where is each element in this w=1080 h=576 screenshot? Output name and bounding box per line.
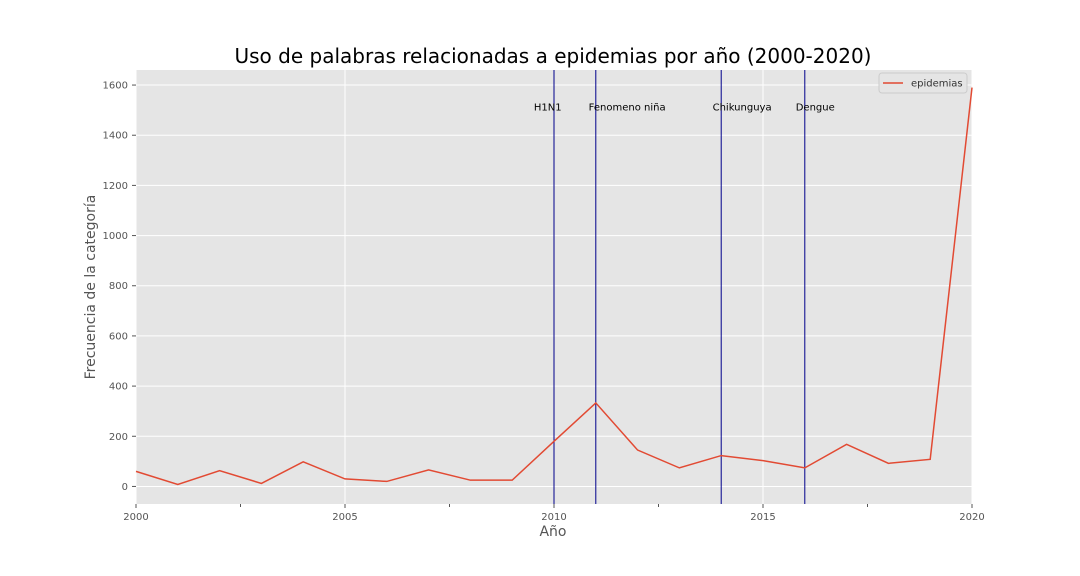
y-axis-ticks: 0 200 400 600 800 1000 1200 1400 1600 xyxy=(103,81,136,493)
chart-title: Uso de palabras relacionadas a epidemias… xyxy=(235,44,872,68)
event-lines xyxy=(553,70,806,504)
x-tick-label: 2010 xyxy=(541,512,566,523)
y-tick-label: 0 xyxy=(122,482,128,493)
data-point xyxy=(970,85,975,90)
event-annotations: H1N1 Fenomeno niña Chikunguya Dengue xyxy=(534,103,835,114)
data-point xyxy=(761,458,766,463)
x-axis-ticks: 2000 2005 2010 2015 2020 xyxy=(123,504,985,523)
data-point xyxy=(802,465,807,470)
y-tick-label: 600 xyxy=(109,331,128,342)
annotation-label: Fenomeno niña xyxy=(589,103,666,114)
annotation-label: Dengue xyxy=(796,103,835,114)
y-tick-label: 1200 xyxy=(103,181,128,192)
data-point xyxy=(635,448,640,453)
y-tick-label: 400 xyxy=(109,382,128,393)
y-tick-label: 200 xyxy=(109,432,128,443)
annotation-label: H1N1 xyxy=(534,103,562,114)
x-tick-label: 2000 xyxy=(123,512,148,523)
y-tick-label: 1600 xyxy=(103,81,128,92)
series-line-epidemias xyxy=(135,87,973,486)
x-tick-label: 2020 xyxy=(959,512,984,523)
data-point xyxy=(886,461,891,466)
data-point xyxy=(719,453,724,458)
y-tick-label: 1400 xyxy=(103,131,128,142)
data-point xyxy=(259,481,264,486)
x-tick-label: 2005 xyxy=(332,512,357,523)
data-point xyxy=(844,442,849,447)
data-point xyxy=(134,469,139,474)
data-point xyxy=(552,439,557,444)
y-axis-label: Frecuencia de la categoría xyxy=(83,195,99,380)
data-point xyxy=(384,479,389,484)
x-axis-label: Año xyxy=(539,524,566,540)
data-point xyxy=(301,459,306,464)
data-point xyxy=(175,482,180,487)
data-point xyxy=(677,465,682,470)
data-point xyxy=(510,478,515,483)
legend: epidemias xyxy=(878,72,968,94)
data-point xyxy=(593,400,598,405)
data-point xyxy=(343,476,348,481)
data-point xyxy=(426,467,431,472)
annotation-label: Chikunguya xyxy=(713,103,772,114)
legend-label: epidemias xyxy=(911,79,963,90)
series-group xyxy=(134,85,975,487)
data-point xyxy=(928,457,933,462)
x-tick-label: 2015 xyxy=(750,512,775,523)
y-tick-label: 1000 xyxy=(103,231,128,242)
legend-box xyxy=(878,72,968,94)
data-point xyxy=(468,478,473,483)
y-tick-label: 800 xyxy=(109,281,128,292)
data-point xyxy=(217,468,222,473)
